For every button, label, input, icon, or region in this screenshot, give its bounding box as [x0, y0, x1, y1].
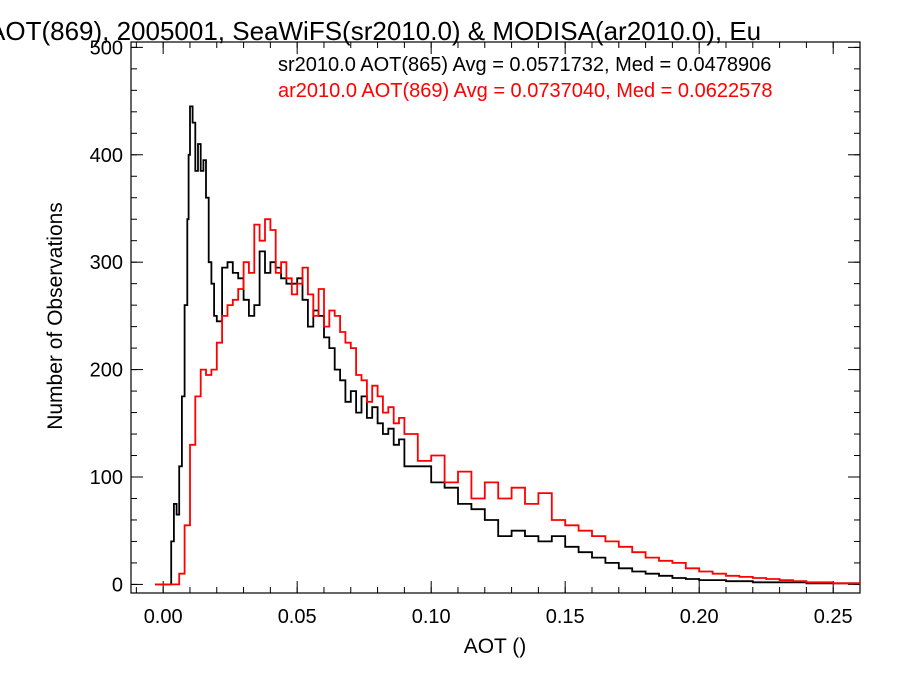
x-tick-label: 0.25 — [814, 606, 853, 628]
y-tick-label: 400 — [90, 145, 123, 167]
y-tick-label: 200 — [90, 360, 123, 382]
x-tick-label: 0.15 — [546, 606, 585, 628]
x-tick-label: 0.10 — [412, 606, 451, 628]
legend-entry-sr2010: sr2010.0 AOT(865) Avg = 0.0571732, Med =… — [278, 54, 771, 76]
y-tick-label: 100 — [90, 467, 123, 489]
y-tick-label: 0 — [112, 574, 123, 596]
y-tick-label: 500 — [90, 37, 123, 59]
y-axis-label: Number of Observations — [44, 202, 67, 430]
y-tick-label: 300 — [90, 252, 123, 274]
plot-axes: 0.00 0.05 0.10 0.15 0.20 0.25 0 100 200 300 400 500 — [90, 37, 861, 628]
plot-frame — [130, 41, 861, 594]
x-tick-label: 0.05 — [278, 606, 317, 628]
series-layer — [155, 105, 860, 586]
x-tick-label: 0.20 — [680, 606, 719, 628]
legend-entry-ar2010: ar2010.0 AOT(869) Avg = 0.0737040, Med =… — [278, 80, 772, 102]
series-line-ar2010 — [155, 218, 860, 586]
chart-title: AOT(869), 2005001, SeaWiFS(sr2010.0) & M… — [0, 16, 761, 46]
x-tick-label: 0.00 — [144, 606, 183, 628]
x-axis-label: AOT () — [464, 635, 527, 658]
series-line-sr2010 — [155, 105, 860, 586]
